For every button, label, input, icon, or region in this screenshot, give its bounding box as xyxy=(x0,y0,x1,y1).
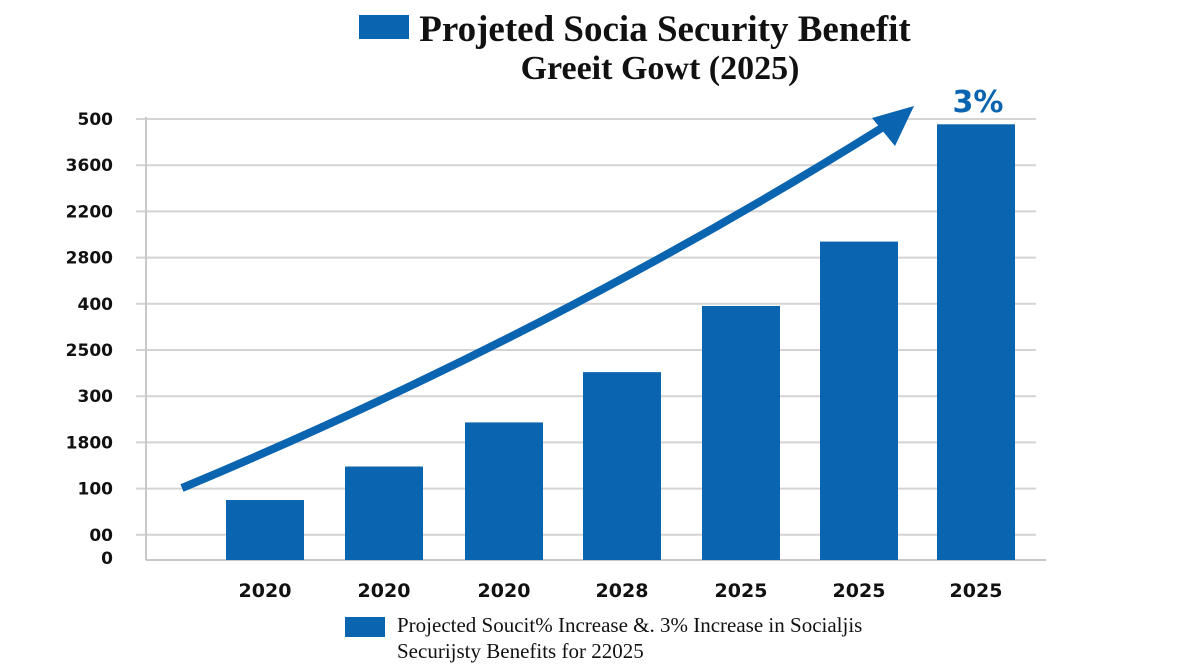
x-tick-label: 2020 xyxy=(478,580,531,602)
chart-title-text: Projeted Socia Security Benefit xyxy=(419,9,911,50)
y-tick-label: 1800 xyxy=(66,433,113,453)
bar xyxy=(226,500,304,560)
x-tick-label: 2028 xyxy=(596,580,649,602)
x-tick-label: 2025 xyxy=(715,580,768,602)
bar xyxy=(345,466,423,560)
x-tick-label: 2020 xyxy=(358,580,411,602)
y-tick-label: 2800 xyxy=(66,249,113,269)
chart-subtitle: Greeit Gowt (2025) xyxy=(520,50,800,87)
y-tick-label: 00 xyxy=(89,526,113,546)
y-tick-label: 100 xyxy=(78,480,114,500)
legend: Projected Soucit% Increase &. 3% Increas… xyxy=(345,612,885,664)
x-tick-label: 2025 xyxy=(950,580,1003,602)
x-tick-label: 2025 xyxy=(833,580,886,602)
legend-swatch xyxy=(345,617,385,637)
bar xyxy=(820,241,898,560)
y-tick-label: 2500 xyxy=(66,341,113,361)
trend-arrow-line xyxy=(180,120,891,492)
title-legend-swatch xyxy=(359,15,410,39)
bar xyxy=(583,372,661,560)
y-tick-label: 2200 xyxy=(66,202,113,222)
y-tick-label: 3600 xyxy=(66,156,113,176)
chart-title: Projeted Socia Security Benefit xyxy=(35,8,1200,51)
y-tick-label: 300 xyxy=(78,387,114,407)
legend-label: Projected Soucit% Increase &. 3% Increas… xyxy=(397,613,863,663)
x-tick-label: 2020 xyxy=(239,580,292,602)
bar xyxy=(937,124,1015,561)
bar xyxy=(702,305,780,560)
trend-arrow-head xyxy=(872,106,914,146)
y-tick-label: 400 xyxy=(78,295,114,315)
y-tick-label: 500 xyxy=(78,110,114,130)
y-tick-label: 0 xyxy=(101,549,113,569)
bar xyxy=(465,422,543,560)
annotation-label: 3% xyxy=(953,85,1004,120)
